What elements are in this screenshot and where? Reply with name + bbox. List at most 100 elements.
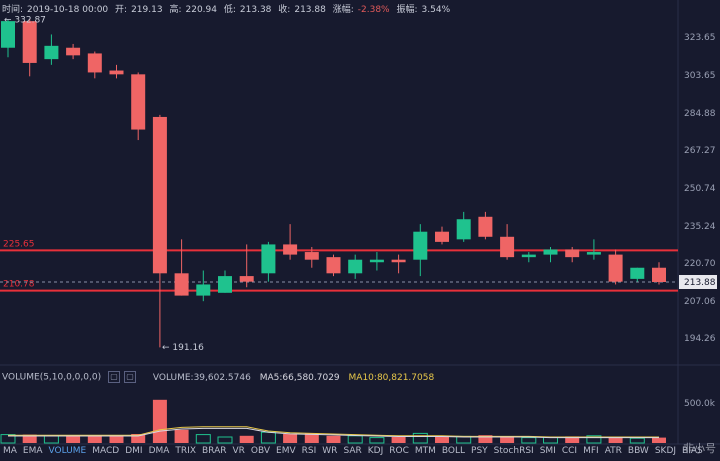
y-tick-label: 207.06 — [684, 297, 716, 307]
grid — [0, 0, 720, 445]
volume-bar — [304, 433, 319, 443]
tab-smi[interactable]: SMI — [539, 446, 556, 456]
candle-body — [652, 267, 666, 282]
volume-bar — [43, 435, 59, 444]
candle-body — [283, 244, 298, 255]
candle-body — [543, 249, 558, 255]
close-value: 213.88 — [294, 5, 326, 15]
candle-body — [1, 21, 15, 48]
tab-bbw[interactable]: BBW — [627, 446, 649, 456]
time-label: 时间: — [2, 5, 24, 15]
candle — [413, 224, 428, 277]
tab-ma[interactable]: MA — [3, 446, 17, 456]
tab-vr[interactable]: VR — [232, 446, 245, 456]
y-tick-label: 220.70 — [684, 259, 716, 269]
tab-skdj[interactable]: SKDJ — [654, 446, 677, 456]
volume-bar — [608, 437, 623, 443]
close-icon[interactable]: ▢ — [123, 371, 136, 383]
volume-bar — [260, 431, 276, 444]
high-label: 高: — [169, 5, 182, 15]
horizontal-lines[interactable]: 225.65 210.78 213.88 — [0, 239, 717, 292]
tab-kdj[interactable]: KDJ — [367, 446, 384, 456]
watermark-logo: 非小号 — [683, 442, 716, 455]
candle-body — [413, 231, 428, 260]
tab-boll[interactable]: BOLL — [441, 446, 466, 456]
tab-ema[interactable]: EMA — [22, 446, 43, 456]
candle — [478, 211, 493, 240]
tab-dmi[interactable]: DMI — [125, 446, 143, 456]
tab-emv[interactable]: EMV — [276, 446, 296, 456]
candle-body — [478, 216, 493, 237]
volume-value: VOLUME:39,602.5746 — [152, 372, 251, 383]
time-value: 2019-10-18 00:00 — [27, 5, 109, 15]
candle-body — [218, 276, 232, 293]
volume-bar — [131, 434, 146, 443]
candle — [87, 51, 102, 79]
open-value: 219.13 — [131, 5, 163, 15]
volume-ma5-line — [8, 427, 659, 439]
tab-psy[interactable]: PSY — [471, 446, 488, 456]
tab-brar[interactable]: BRAR — [202, 446, 227, 456]
low-value: 213.38 — [239, 5, 272, 15]
candle — [348, 254, 363, 279]
tab-atr[interactable]: ATR — [604, 446, 622, 456]
tab-obv[interactable]: OBV — [250, 446, 271, 456]
volume-bar — [586, 435, 602, 444]
candle-body — [435, 231, 449, 242]
horizontal-line-label: 210.78 — [3, 280, 35, 290]
tab-mfi[interactable]: MFI — [583, 446, 599, 456]
candle-body — [630, 267, 645, 279]
amplitude-value: 3.54% — [421, 5, 451, 15]
candle — [543, 246, 558, 263]
volume-bar — [66, 435, 81, 443]
tab-rsi[interactable]: RSI — [301, 446, 317, 456]
change-value: -2.38% — [357, 5, 390, 15]
tab-mtm[interactable]: MTM — [414, 446, 436, 456]
candle-body — [500, 236, 515, 258]
tab-macd[interactable]: MACD — [92, 446, 120, 456]
y-tick-label: 323.65 — [684, 33, 716, 43]
volume-tick-label: 500.0k — [684, 399, 716, 409]
candle — [44, 34, 59, 65]
candle-body — [196, 284, 211, 296]
volume-bars[interactable] — [0, 399, 666, 444]
settings-icon[interactable]: ▢ — [107, 371, 120, 383]
volume-bar — [652, 437, 666, 443]
tab-bias[interactable]: BIAS — [682, 446, 703, 456]
candle-body — [109, 70, 124, 75]
candle-body — [131, 74, 146, 130]
tab-cci[interactable]: CCI — [561, 446, 578, 456]
candle-body — [152, 116, 167, 274]
volume-bar — [435, 435, 449, 443]
candle-body — [22, 21, 37, 63]
price-tag-label: 213.88 — [684, 278, 716, 288]
ma5-value: MA5:66,580.7029 — [259, 372, 340, 383]
high-value: 220.94 — [185, 5, 218, 15]
volume-bar — [239, 435, 254, 443]
tab-stochrsi[interactable]: StochRSI — [493, 446, 534, 456]
candle-body — [87, 53, 102, 73]
candle — [369, 252, 384, 271]
candle-body — [66, 47, 81, 56]
y-tick-label: 267.27 — [684, 146, 716, 156]
horizontal-line-label: 225.65 — [3, 239, 35, 249]
volume-bar — [174, 429, 189, 443]
tab-roc[interactable]: ROC — [389, 446, 409, 456]
tab-volume[interactable]: VOLUME — [48, 446, 87, 456]
candles[interactable] — [1, 19, 666, 348]
ma10-value: MA10:80,821.7058 — [348, 372, 435, 383]
tab-wr[interactable]: WR — [322, 446, 338, 456]
volume-bar — [629, 437, 645, 444]
ohlc-info-bar: 时间: 2019-10-18 00:00 开: 219.13 高: 220.94 低:… — [2, 2, 454, 15]
y-axis: 323.65 303.65 284.88 267.27 250.74 235.24 220.… — [684, 33, 716, 409]
candle-body — [261, 244, 276, 274]
tab-sar[interactable]: SAR — [343, 446, 362, 456]
tab-trix[interactable]: TRIX — [175, 446, 196, 456]
extreme-annotation: ← 191.16 — [162, 343, 204, 353]
candle — [22, 19, 37, 77]
candle — [66, 43, 81, 60]
volume-bar — [326, 435, 341, 443]
tab-dma[interactable]: DMA — [148, 446, 170, 456]
candle-body — [348, 259, 363, 274]
